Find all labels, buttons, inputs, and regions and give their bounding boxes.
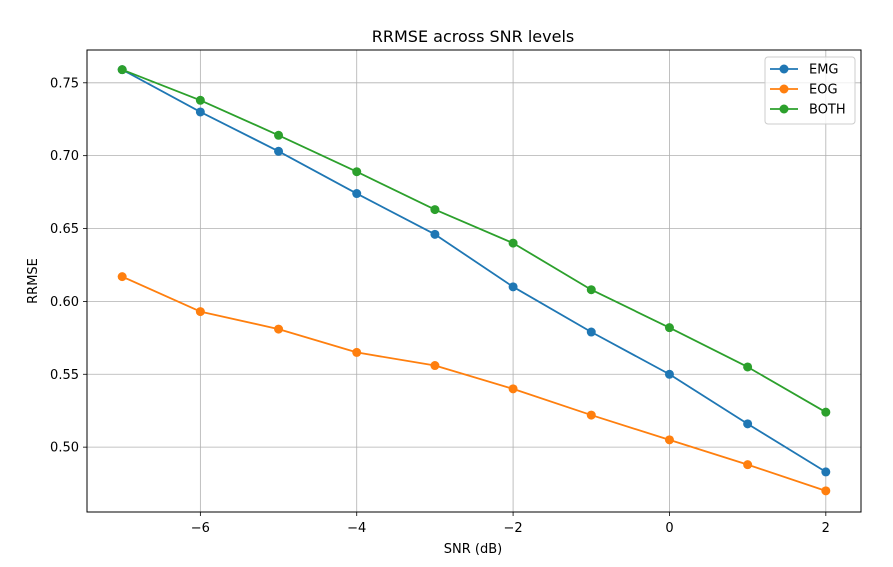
legend-label-emg: EMG — [809, 63, 839, 78]
y-tick-label: 0.55 — [50, 368, 79, 383]
data-point-both — [586, 285, 596, 295]
data-point-eog — [117, 272, 127, 282]
data-point-eog — [821, 486, 831, 496]
x-axis-ticks: −6 −4 −2 0 2 — [191, 512, 830, 536]
data-point-both — [274, 130, 284, 140]
legend-label-both: BOTH — [809, 103, 846, 118]
data-point-eog — [352, 347, 362, 357]
x-tick-label: −2 — [504, 521, 523, 536]
data-point-emg — [664, 369, 674, 379]
data-point-emg — [430, 229, 440, 239]
data-point-emg — [586, 327, 596, 337]
data-point-both — [664, 323, 674, 333]
x-tick-label: 0 — [665, 521, 673, 536]
series-line-eog — [121, 275, 827, 492]
data-point-both — [195, 95, 205, 105]
legend-marker-eog — [779, 84, 789, 94]
legend-marker-both — [779, 104, 789, 114]
x-tick-label: −4 — [347, 521, 366, 536]
data-point-emg — [821, 467, 831, 477]
data-point-both — [821, 407, 831, 417]
data-point-both — [430, 205, 440, 215]
series-layer — [117, 65, 831, 496]
series-line-both — [121, 68, 827, 413]
data-point-emg — [352, 189, 362, 199]
x-tick-label: 2 — [822, 521, 830, 536]
data-point-emg — [274, 146, 284, 156]
y-tick-label: 0.70 — [50, 149, 79, 164]
grid — [87, 50, 861, 512]
data-point-eog — [430, 361, 440, 371]
data-point-both — [743, 362, 753, 372]
legend: EMG EOG BOTH — [764, 56, 856, 125]
data-point-emg — [743, 419, 753, 429]
data-point-eog — [586, 410, 596, 420]
data-point-eog — [195, 307, 205, 317]
x-tick-label: −6 — [191, 521, 210, 536]
data-point-eog — [664, 435, 674, 445]
y-tick-label: 0.65 — [50, 222, 79, 237]
data-point-eog — [743, 460, 753, 470]
y-axis-label: RRMSE — [26, 258, 41, 304]
plot-area-frame — [86, 49, 862, 513]
y-tick-label: 0.60 — [50, 295, 79, 310]
legend-label-eog: EOG — [809, 83, 838, 98]
series-line-emg — [121, 68, 827, 473]
y-tick-label: 0.75 — [50, 76, 79, 91]
chart-title: RRMSE across SNR levels — [372, 27, 574, 46]
x-axis-label: SNR (dB) — [444, 542, 502, 557]
data-point-eog — [508, 384, 518, 394]
data-point-eog — [274, 324, 284, 334]
y-axis-ticks: 0.50 0.55 0.60 0.65 0.70 0.75 — [50, 76, 87, 456]
data-point-emg — [195, 107, 205, 117]
data-point-both — [352, 167, 362, 177]
legend-marker-emg — [779, 64, 789, 74]
y-tick-label: 0.50 — [50, 441, 79, 456]
data-point-emg — [508, 282, 518, 292]
data-point-both — [117, 65, 127, 75]
data-point-both — [508, 238, 518, 248]
